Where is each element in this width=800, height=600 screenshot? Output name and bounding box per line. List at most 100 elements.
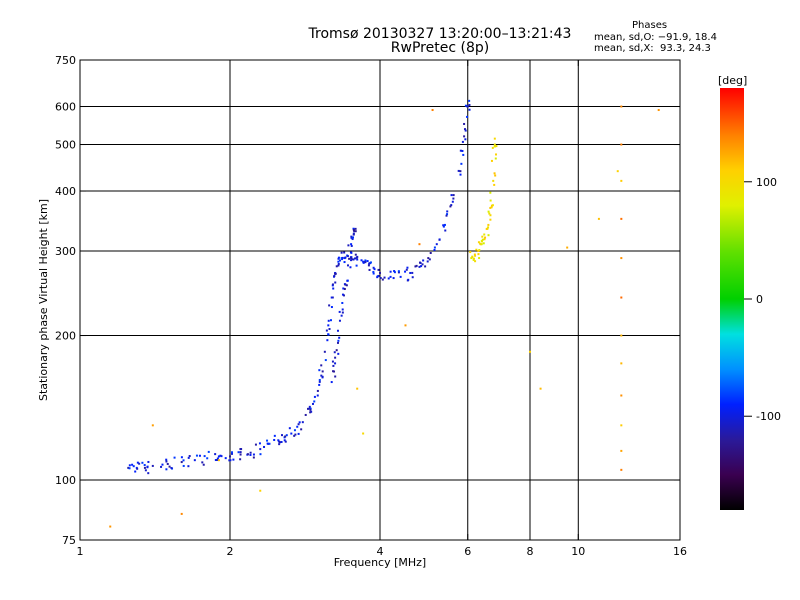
data-point	[404, 324, 407, 327]
data-point	[452, 194, 455, 197]
data-point	[424, 265, 427, 268]
data-point	[337, 257, 340, 260]
y-tick-label: 500	[55, 139, 76, 152]
data-point	[321, 375, 324, 378]
data-point	[334, 356, 337, 359]
data-point	[338, 310, 341, 313]
data-point	[355, 264, 358, 267]
data-point	[468, 99, 471, 102]
data-point	[415, 264, 418, 267]
data-point	[338, 336, 341, 339]
data-point	[487, 234, 490, 237]
data-point	[464, 104, 467, 107]
data-point	[283, 439, 286, 442]
data-point	[165, 468, 168, 471]
data-point	[147, 460, 150, 463]
data-point	[284, 440, 287, 443]
data-point	[327, 319, 330, 322]
data-point	[366, 260, 369, 263]
y-tick-label: 600	[55, 101, 76, 114]
data-point	[259, 448, 262, 451]
data-point	[285, 434, 288, 437]
x-tick-label: 2	[227, 545, 234, 558]
data-point	[347, 244, 350, 247]
data-point	[354, 230, 357, 233]
data-point	[354, 257, 357, 260]
data-point	[368, 268, 371, 271]
data-point	[217, 459, 220, 462]
colorbar-tick-label: 100	[756, 176, 777, 189]
data-point	[318, 380, 321, 383]
data-point	[254, 443, 257, 446]
data-point	[342, 287, 345, 290]
data-point	[427, 257, 430, 260]
data-point	[360, 259, 363, 262]
data-point	[620, 334, 623, 337]
data-point	[407, 278, 410, 281]
data-point	[405, 268, 408, 271]
data-point	[329, 319, 332, 322]
data-point	[490, 159, 493, 162]
data-point	[620, 105, 623, 108]
data-point	[473, 253, 476, 256]
data-point	[494, 174, 497, 177]
data-point	[426, 260, 429, 263]
data-point	[320, 364, 323, 367]
data-point	[461, 149, 464, 152]
data-point	[309, 407, 312, 410]
data-point	[486, 227, 489, 230]
data-point	[346, 255, 349, 258]
data-point	[421, 263, 424, 266]
data-point	[367, 264, 370, 267]
data-point	[468, 103, 471, 106]
data-point	[450, 204, 453, 207]
data-point	[249, 453, 252, 456]
data-point	[309, 411, 312, 414]
data-point	[397, 271, 400, 274]
data-point	[350, 243, 353, 246]
data-point	[480, 239, 483, 242]
data-point	[252, 456, 255, 459]
x-tick-label: 8	[527, 545, 534, 558]
data-point	[657, 109, 660, 112]
data-point	[132, 465, 135, 468]
data-point	[230, 451, 233, 454]
data-point	[352, 227, 355, 230]
data-point	[246, 453, 249, 456]
data-point	[433, 248, 436, 251]
x-tick-label: 4	[377, 545, 384, 558]
data-point	[492, 179, 495, 182]
data-point	[220, 455, 223, 458]
data-point	[346, 264, 349, 267]
data-point	[477, 253, 480, 256]
data-point	[620, 296, 623, 299]
data-point	[350, 257, 353, 260]
data-point	[483, 233, 486, 236]
data-point	[180, 456, 183, 459]
data-point	[337, 256, 340, 259]
data-point	[327, 324, 330, 327]
data-point	[304, 413, 307, 416]
data-point	[266, 442, 269, 445]
data-point	[438, 238, 441, 241]
y-tick-label: 100	[55, 474, 76, 487]
colorbar-tick-label: -100	[756, 410, 781, 423]
data-point	[354, 253, 357, 256]
data-point	[420, 265, 423, 268]
data-point	[342, 294, 345, 297]
y-tick-label: 75	[62, 534, 76, 547]
data-point	[143, 464, 146, 467]
data-point	[278, 441, 281, 444]
data-point	[354, 227, 357, 230]
data-point	[334, 375, 337, 378]
data-point	[268, 442, 271, 445]
data-point	[389, 275, 392, 278]
data-point	[300, 428, 303, 431]
data-point	[340, 257, 343, 260]
data-point	[493, 143, 496, 146]
data-point	[252, 453, 255, 456]
y-axis-label: Stationary phase Virtual Height [km]	[37, 199, 50, 401]
data-point	[475, 248, 478, 251]
data-point	[318, 383, 321, 386]
data-point	[419, 261, 422, 264]
